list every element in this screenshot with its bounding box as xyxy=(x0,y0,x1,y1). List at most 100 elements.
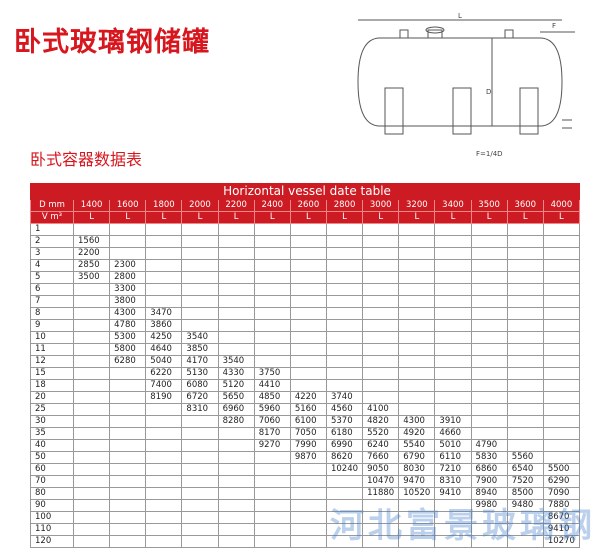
cell xyxy=(145,235,183,248)
volume: 110 xyxy=(30,523,74,536)
cell xyxy=(145,535,183,548)
cell xyxy=(145,523,183,536)
cell: 3500 xyxy=(72,271,111,284)
cell xyxy=(506,295,544,308)
unit: L xyxy=(506,211,544,224)
cell: 3850 xyxy=(181,343,219,356)
diameter: 2800 xyxy=(325,199,364,212)
volume: 15 xyxy=(30,367,74,380)
volume: 25 xyxy=(30,403,74,416)
cell xyxy=(362,367,400,380)
volume: 2 xyxy=(30,235,74,248)
cell xyxy=(217,271,255,284)
cell xyxy=(145,475,183,488)
caption-row: Horizontal vessel date table xyxy=(30,183,580,200)
cell xyxy=(325,355,364,368)
cell xyxy=(109,391,147,404)
data-row: 30 8280 7060 6100 5370 4820 4300 3910 xyxy=(30,415,581,428)
cell xyxy=(217,307,255,320)
cell xyxy=(470,235,508,248)
volume: 10 xyxy=(30,331,74,344)
cell: 6180 xyxy=(325,427,364,440)
cell xyxy=(542,331,581,344)
diameter: 1800 xyxy=(145,199,183,212)
cell xyxy=(434,223,472,236)
cell xyxy=(72,511,111,524)
cell xyxy=(289,223,327,236)
cell xyxy=(72,391,111,404)
cell xyxy=(289,271,327,284)
data-row: 20 8190 6720 5650 4850 4220 3740 xyxy=(30,391,581,404)
cell xyxy=(289,511,327,524)
volume: 9 xyxy=(30,319,74,332)
cell xyxy=(72,523,111,536)
data-row: 10 5300 4250 3540 xyxy=(30,331,581,344)
cell xyxy=(217,463,255,476)
diameter: 3500 xyxy=(470,199,508,212)
subtitle: 卧式容器数据表 xyxy=(30,150,143,169)
cell: 4300 xyxy=(398,415,436,428)
cell xyxy=(253,355,291,368)
cell xyxy=(253,343,291,356)
cell xyxy=(506,415,544,428)
cell xyxy=(398,223,436,236)
cell xyxy=(325,307,364,320)
cell xyxy=(434,283,472,296)
cell xyxy=(253,307,291,320)
cell xyxy=(72,499,111,512)
data-row: 1 xyxy=(30,223,581,236)
cell xyxy=(362,235,400,248)
cell xyxy=(181,295,219,308)
cell: 8310 xyxy=(434,475,472,488)
cell: 4820 xyxy=(362,415,400,428)
cell xyxy=(109,535,147,548)
cell: 6720 xyxy=(181,391,219,404)
cell xyxy=(217,235,255,248)
cell xyxy=(181,235,219,248)
title: 卧式玻璃钢储罐 xyxy=(14,27,210,58)
cell: 6860 xyxy=(470,463,508,476)
cell xyxy=(253,259,291,272)
unit: L xyxy=(398,211,436,224)
cell: 4850 xyxy=(253,391,291,404)
cell xyxy=(72,427,111,440)
diameter: 3400 xyxy=(434,199,472,212)
cell xyxy=(542,247,581,260)
cell xyxy=(109,235,147,248)
cell xyxy=(362,319,400,332)
cell xyxy=(181,247,219,260)
cell xyxy=(470,247,508,260)
cell xyxy=(506,343,544,356)
cell: 7400 xyxy=(145,379,183,392)
cell: 3910 xyxy=(434,415,472,428)
cell xyxy=(181,487,219,500)
diameter: 2000 xyxy=(181,199,219,212)
cell xyxy=(72,379,111,392)
volume: 120 xyxy=(30,535,74,548)
volume: 50 xyxy=(30,451,74,464)
volume: 80 xyxy=(30,487,74,500)
cell xyxy=(434,379,472,392)
cell xyxy=(217,475,255,488)
cell: 3860 xyxy=(145,319,183,332)
cell xyxy=(398,379,436,392)
cell xyxy=(217,223,255,236)
cell xyxy=(506,379,544,392)
cell: 4790 xyxy=(470,439,508,452)
cell: 10240 xyxy=(325,463,364,476)
cell xyxy=(398,355,436,368)
cell xyxy=(325,235,364,248)
cell xyxy=(72,223,111,236)
cell xyxy=(289,235,327,248)
cell xyxy=(506,367,544,380)
unit: L xyxy=(145,211,183,224)
diameter: 2200 xyxy=(217,199,255,212)
volume: 40 xyxy=(30,439,74,452)
cell: 5370 xyxy=(325,415,364,428)
cell xyxy=(325,331,364,344)
cell xyxy=(542,403,581,416)
cell: 4560 xyxy=(325,403,364,416)
cell xyxy=(362,343,400,356)
cell xyxy=(253,223,291,236)
cell: 6100 xyxy=(289,415,327,428)
